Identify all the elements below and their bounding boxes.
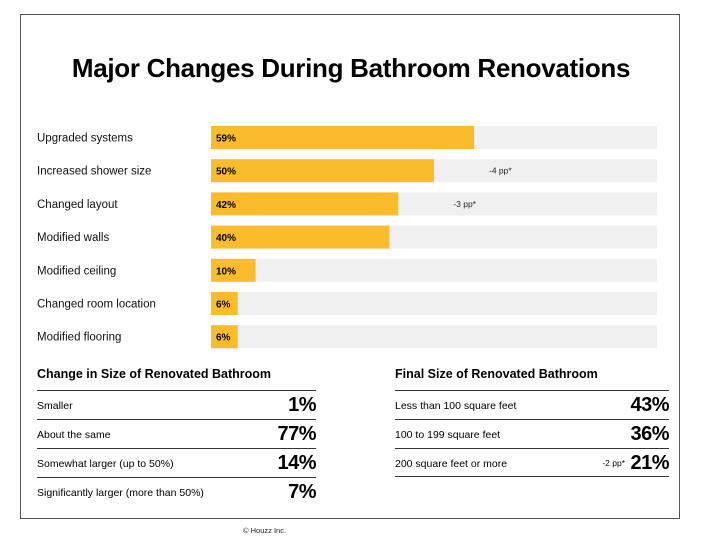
table-row: Somewhat larger (up to 50%) 14% [37, 448, 316, 477]
bar [211, 258, 256, 282]
row-change: -2 pp* [602, 458, 625, 468]
row-label: About the same [37, 429, 111, 441]
bar-value-label: 6% [216, 300, 231, 311]
bar-category-label: Modified flooring [37, 332, 121, 344]
table-row: 200 square feet or more -2 pp* 21% [395, 448, 669, 477]
bar-value-label: 50% [216, 167, 236, 178]
final-size-rows: Less than 100 square feet 43% 100 to 199… [395, 390, 669, 477]
bar-category-label: Upgraded systems [37, 133, 133, 145]
row-label: Less than 100 square feet [395, 400, 517, 412]
row-value: 43% [630, 394, 669, 416]
bar [211, 192, 399, 216]
bar-category-label: Changed room location [37, 299, 156, 311]
bar [211, 225, 390, 249]
bar-value-label: 6% [216, 333, 231, 344]
size-change-title: Change in Size of Renovated Bathroom [37, 367, 272, 381]
row-label: Smaller [37, 400, 73, 412]
size-change-table: Change in Size of Renovated Bathroom Sma… [37, 367, 316, 506]
bar-value-label: 40% [216, 233, 236, 244]
final-size-table: Final Size of Renovated Bathroom Less th… [395, 367, 669, 477]
table-row: 100 to 199 square feet 36% [395, 419, 669, 448]
bar-value-label: 10% [216, 266, 236, 277]
row-value: 14% [277, 452, 316, 474]
bar [211, 126, 475, 149]
infographic-frame: Major Changes During Bathroom Renovation… [20, 14, 680, 519]
bar-change-label: -4 pp* [489, 166, 512, 176]
bar [211, 325, 238, 349]
bar-category-label: Changed layout [37, 199, 118, 211]
final-size-title: Final Size of Renovated Bathroom [395, 367, 598, 381]
bar-track [211, 325, 657, 349]
copyright-footer: © Houzz Inc. [243, 526, 287, 535]
row-label: 100 to 199 square feet [395, 429, 501, 441]
row-value: 21% [630, 452, 669, 474]
bar-track [211, 292, 657, 315]
table-row: About the same 77% [37, 419, 316, 448]
bar-category-label: Modified ceiling [37, 265, 116, 277]
table-row: Less than 100 square feet 43% [395, 390, 669, 419]
bar [211, 159, 434, 183]
table-row: Significantly larger (more than 50%) 7% [37, 477, 316, 506]
bar-value-label: 59% [216, 134, 236, 145]
bar-change-label: -3 pp* [453, 199, 476, 209]
bar-value-label: 42% [216, 200, 236, 211]
page-title: Major Changes During Bathroom Renovation… [71, 53, 631, 83]
row-value: 1% [288, 394, 316, 416]
bar-category-label: Modified walls [37, 232, 109, 244]
bar-chart: Upgraded systems 59% Increased shower size… [37, 126, 657, 349]
row-value: 77% [277, 423, 316, 445]
row-label: Somewhat larger (up to 50%) [37, 458, 174, 470]
bar-track [211, 258, 657, 282]
size-change-rows: Smaller 1% About the same 77% Somewhat l… [37, 390, 316, 506]
row-value: 36% [630, 423, 669, 445]
bar-category-label: Increased shower size [37, 166, 151, 178]
row-label: Significantly larger (more than 50%) [37, 487, 204, 499]
table-row: Smaller 1% [37, 390, 316, 419]
bar [211, 292, 238, 315]
row-label: 200 square feet or more [395, 458, 508, 470]
row-value: 7% [288, 481, 316, 503]
